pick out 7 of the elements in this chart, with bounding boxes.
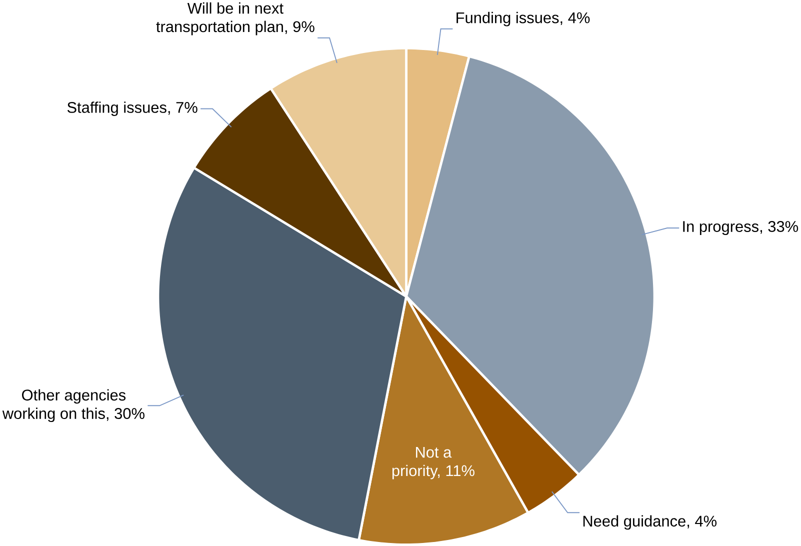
slice-label: Will be in next transportation plan, 9% [156, 2, 314, 36]
slice-label: Staffing issues, 7% [67, 102, 198, 116]
slice-label: Not a priority, 11% [392, 447, 474, 480]
slice-label: Funding issues, 4% [456, 12, 590, 26]
slice-label: In progress, 33% [683, 221, 798, 236]
slice-label: Need guidance, 4% [583, 515, 717, 530]
slice-label: Other agencies working on this, 30% [2, 389, 144, 422]
